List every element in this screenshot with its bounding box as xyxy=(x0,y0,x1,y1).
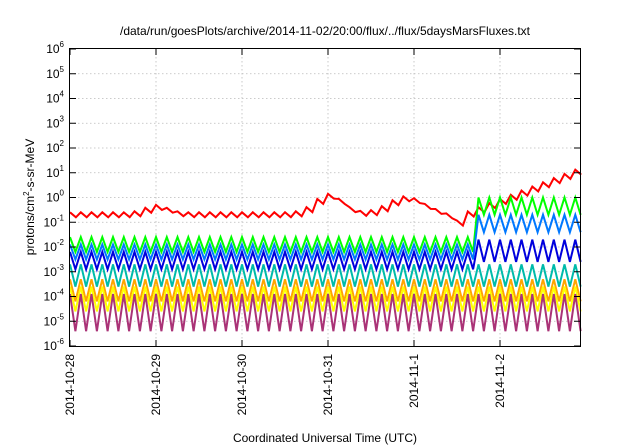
series-line-5 xyxy=(69,264,582,287)
x-tick-label: 2014-11-1 xyxy=(407,354,421,408)
x-tick-label: 2014-10-30 xyxy=(235,354,249,416)
y-tick-label: 10-4 xyxy=(44,288,65,304)
x-tick-label: 2014-10-28 xyxy=(63,354,77,416)
y-tick-label: 10-3 xyxy=(44,263,65,279)
series-line-4 xyxy=(69,239,582,273)
y-tick-label: 105 xyxy=(46,65,64,81)
series-line-6 xyxy=(69,278,582,302)
plot-frame xyxy=(69,48,581,347)
x-axis-label: Coordinated Universal Time (UTC) xyxy=(233,431,417,445)
chart-title: /data/run/goesPlots/archive/2014-11-02/2… xyxy=(120,24,531,38)
y-axis-label: protons/cm2-s-sr-MeV xyxy=(22,139,37,255)
x-tick-label: 2014-10-31 xyxy=(321,354,335,416)
y-tick-label: 10-1 xyxy=(44,213,65,229)
x-tick-label: 2014-10-29 xyxy=(149,354,163,416)
y-tick-label: 10-5 xyxy=(44,312,65,328)
series-line-7 xyxy=(69,286,582,312)
series-line-8 xyxy=(69,293,582,332)
y-tick-label: 106 xyxy=(46,40,64,56)
x-tick-labels: 2014-10-28 2014-10-29 2014-10-30 2014-10-31… xyxy=(63,354,507,416)
y-tick-labels: 10-6 10-5 10-4 10-3 10-2 10-1 100 101 102 103 104 1… xyxy=(44,40,65,353)
y-tick-label: 104 xyxy=(46,90,64,106)
series-line-1 xyxy=(69,168,582,228)
y-tick-label: 102 xyxy=(46,139,64,155)
series-line-3 xyxy=(69,211,582,263)
y-tick-label: 103 xyxy=(46,114,64,130)
y-tick-label: 101 xyxy=(46,164,64,180)
series-layer xyxy=(69,168,582,332)
y-tick-label: 10-2 xyxy=(44,238,65,254)
ticks xyxy=(69,48,580,347)
x-tick-label: 2014-11-2 xyxy=(493,354,507,408)
y-tick-label: 10-6 xyxy=(44,337,65,353)
series-line-2 xyxy=(69,194,582,255)
y-tick-label: 100 xyxy=(46,189,64,205)
